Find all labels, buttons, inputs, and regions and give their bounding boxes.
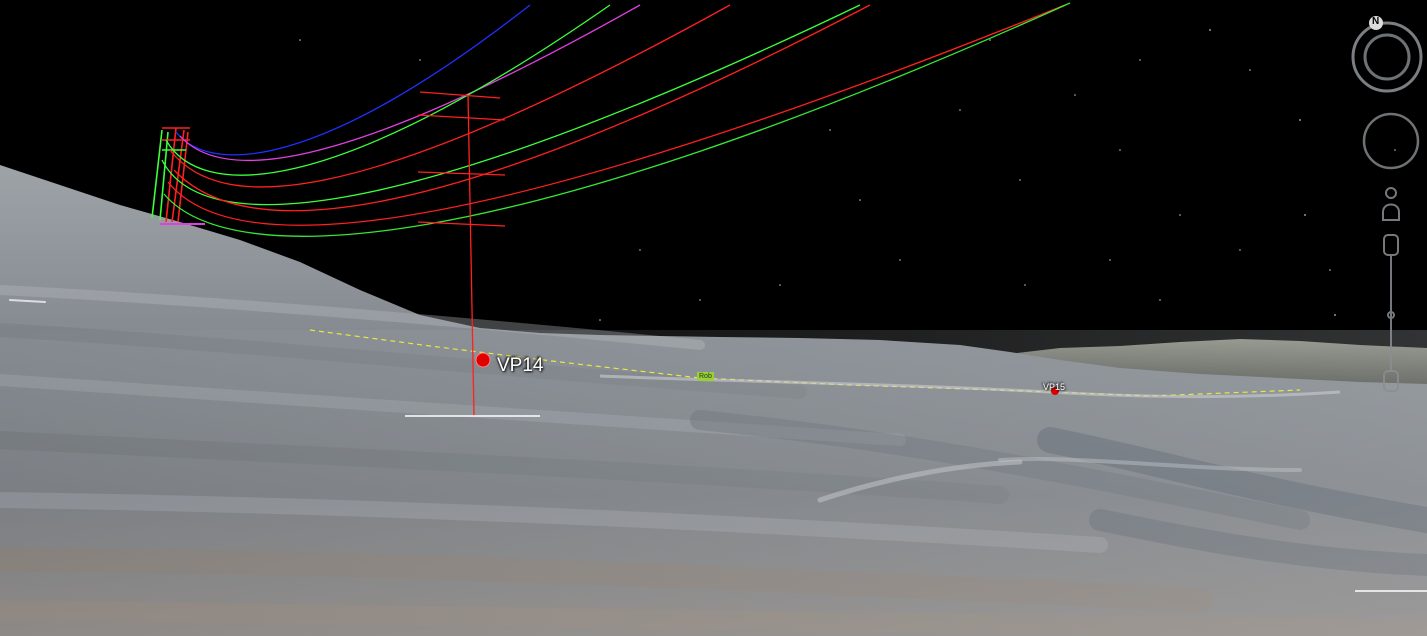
compass-ring[interactable] bbox=[1351, 16, 1423, 93]
placemark-label-vp15[interactable]: VP15 bbox=[1043, 382, 1066, 392]
stars bbox=[299, 29, 1396, 321]
move-joystick-icon[interactable] bbox=[1362, 112, 1420, 170]
pole-vp14 bbox=[417, 91, 506, 417]
placemark-label-vp14[interactable]: VP14 bbox=[497, 355, 544, 376]
zoom-plus-icon[interactable] bbox=[1383, 234, 1399, 256]
zoom-slider-icon[interactable] bbox=[1387, 256, 1395, 370]
street-view-pegman-icon[interactable] bbox=[1382, 187, 1400, 221]
transmission-tower-left bbox=[151, 127, 205, 225]
placemark-vp15-dot[interactable] bbox=[1051, 387, 1059, 395]
road bbox=[599, 374, 1341, 398]
zoom-minus-icon[interactable] bbox=[1383, 370, 1399, 392]
navigation-controls bbox=[1351, 16, 1423, 392]
placemark-vp14-dot[interactable] bbox=[475, 352, 491, 368]
placemark-label-rob[interactable]: Rob bbox=[697, 372, 714, 381]
power-line-conductors bbox=[161, 2, 1071, 237]
compass-north-label: N bbox=[1372, 16, 1380, 27]
